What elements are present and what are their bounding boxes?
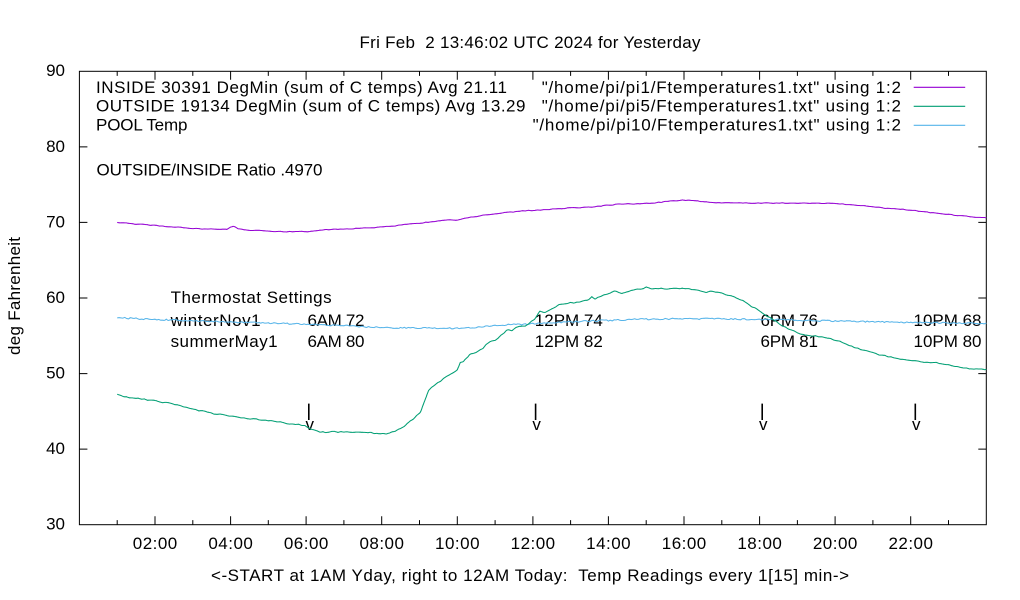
svg-text:02:00: 02:00 [133,534,178,553]
svg-text:v: v [532,415,541,434]
svg-text:"/home/pi/pi1/Ftemperatures1.t: "/home/pi/pi1/Ftemperatures1.txt" using … [542,78,901,97]
svg-text:70: 70 [46,212,65,231]
svg-text:60: 60 [46,288,65,307]
svg-text:POOL Temp: POOL Temp [96,115,188,134]
svg-text:v: v [759,415,768,434]
svg-text:6AM 72: 6AM 72 [308,311,365,330]
svg-text:Fri Feb 2 13:46:02 UTC 2024 f: Fri Feb 2 13:46:02 UTC 2024 for Yesterda… [360,33,702,52]
svg-text:6AM 80: 6AM 80 [308,332,365,351]
svg-text:18:00: 18:00 [737,534,782,553]
svg-text:50: 50 [46,364,65,383]
svg-text:"/home/pi/pi10/Ftemperatures1.: "/home/pi/pi10/Ftemperatures1.txt" using… [533,115,901,134]
svg-text:deg Fahrenheit: deg Fahrenheit [5,237,24,355]
svg-text:12PM 74: 12PM 74 [535,311,603,330]
svg-text:12:00: 12:00 [511,534,556,553]
svg-text:10:00: 10:00 [435,534,480,553]
svg-text:"/home/pi/pi5/Ftemperatures1.t: "/home/pi/pi5/Ftemperatures1.txt" using … [542,97,901,116]
svg-text:20:00: 20:00 [813,534,858,553]
svg-text:OUTSIDE 19134 DegMin (sum of C: OUTSIDE 19134 DegMin (sum of C temps) Av… [96,97,526,116]
svg-text:08:00: 08:00 [359,534,404,553]
svg-text:16:00: 16:00 [662,534,707,553]
svg-text:v: v [306,415,315,434]
svg-text:40: 40 [46,439,65,458]
svg-text:06:00: 06:00 [284,534,329,553]
svg-text:14:00: 14:00 [586,534,631,553]
svg-text:winterNov1: winterNov1 [170,311,261,330]
svg-text:90: 90 [46,61,65,80]
svg-text:v: v [912,415,921,434]
svg-text:22:00: 22:00 [888,534,933,553]
svg-text:10PM 80: 10PM 80 [914,332,982,351]
svg-text:12PM 82: 12PM 82 [535,332,603,351]
svg-text:INSIDE 30391 DegMin (sum of C: INSIDE 30391 DegMin (sum of C temps) Avg… [96,78,507,97]
svg-text:Thermostat Settings: Thermostat Settings [171,288,332,307]
svg-text:80: 80 [46,137,65,156]
svg-text:OUTSIDE/INSIDE Ratio .4970: OUTSIDE/INSIDE Ratio .4970 [97,161,323,180]
svg-text:6PM 76: 6PM 76 [761,311,819,330]
svg-text:6PM 81: 6PM 81 [761,332,819,351]
svg-text:04:00: 04:00 [208,534,253,553]
svg-text:10PM 68: 10PM 68 [914,311,982,330]
svg-text:<-START at 1AM Yday, right to: <-START at 1AM Yday, right to 12AM Today… [211,566,849,585]
svg-text:30: 30 [46,515,65,534]
svg-text:summerMay1: summerMay1 [171,332,278,351]
